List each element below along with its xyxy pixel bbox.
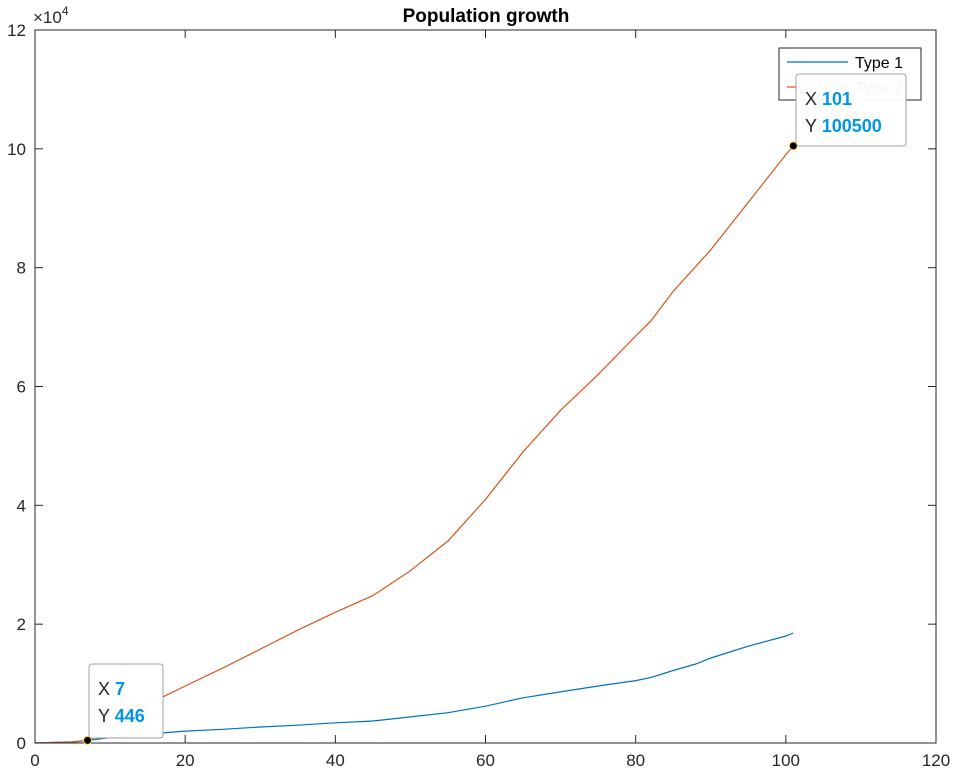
y-tick-label: 6 [17,378,26,397]
x-tick-label: 20 [176,751,195,770]
x-tick-label: 100 [772,751,800,770]
chart-title: Population growth [403,6,570,27]
y-tick-label: 2 [17,615,26,634]
svg-text:×104: ×104 [33,4,69,27]
datatip-2[interactable]: X 101 Y 100500 [788,73,907,151]
datatip-box [795,73,907,147]
datatip-marker [83,735,93,745]
y-tick-label: 8 [17,259,26,278]
x-tick-label: 120 [922,751,950,770]
datatip-1[interactable]: X 7 Y 446 [83,663,164,745]
x-tick-label: 80 [626,751,645,770]
datatip-box [88,663,164,739]
y-tick-label: 0 [17,734,26,753]
datatip-x: X 101 [805,89,852,109]
y-tick-label: 10 [7,140,26,159]
ticks-layer: 0 20 40 60 80 100 120 0 2 4 6 8 10 12 [7,21,950,770]
x-tick-label: 0 [30,751,39,770]
x-tick-label: 60 [476,751,495,770]
y-exponent-base: ×10 [33,8,62,27]
x-tick-label: 40 [326,751,345,770]
y-tick-label: 4 [17,496,26,515]
legend-entry-1[interactable]: Type 1 [855,55,903,72]
y-tick-label: 12 [7,21,26,40]
datatip-y: Y 100500 [805,116,882,136]
datatip-y: Y 446 [98,706,145,726]
datatip-x: X 7 [98,679,125,699]
datatip-marker [788,141,798,151]
y-exponent: ×104 [33,4,69,27]
plot-area [35,30,936,743]
datatips-layer: X 7 Y 446 X 101 Y 100500 [83,73,907,745]
y-exponent-power: 4 [62,4,69,18]
